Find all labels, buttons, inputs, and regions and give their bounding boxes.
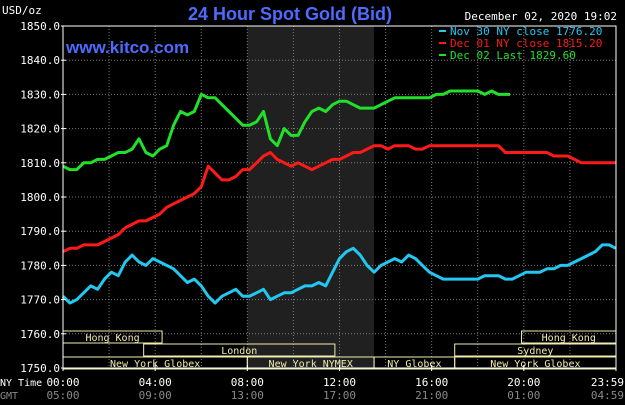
series-line-1 <box>62 144 616 254</box>
y-unit-label: USD/oz <box>2 4 42 17</box>
session-label: Hong Kong <box>85 333 139 344</box>
x-tick-label-gmt: 09:00 <box>139 389 172 402</box>
timestamp: December 02, 2020 19:02 <box>465 10 617 23</box>
session-box <box>143 343 336 357</box>
session-label: NY Globex <box>387 359 441 370</box>
x-tick-label-gmt: 04:59 <box>591 389 624 402</box>
legend-entry: Nov 30 NY close 1776.20 <box>450 25 602 38</box>
x-tick-label-gmt: 01:00 <box>507 389 540 402</box>
series-line-0 <box>61 243 617 305</box>
x-tick-label-ny: 00:00 <box>46 376 79 389</box>
y-tick-label: 1830.0 <box>20 88 60 101</box>
y-tick-label: 1850.0 <box>20 20 60 33</box>
x-row-label-ny: NY Time <box>0 378 42 389</box>
y-tick-label: 1810.0 <box>20 157 60 170</box>
x-tick-label-ny: 08:00 <box>231 376 264 389</box>
legend-entry: Dec 02 Last 1829.60 <box>450 49 576 62</box>
y-tick-label: 1800.0 <box>20 191 60 204</box>
session-label: Sydney <box>517 346 553 357</box>
series-line-2 <box>62 89 510 172</box>
session-label: New York Globex <box>110 359 200 370</box>
x-row-label-gmt: GMT <box>0 391 18 402</box>
y-tick-label: 1760.0 <box>20 328 60 341</box>
x-tick-label-ny: 23:59 <box>591 376 624 389</box>
session-label: New York NYMEX <box>269 359 353 370</box>
y-tick-label: 1770.0 <box>20 294 60 307</box>
x-tick-label-gmt: 05:00 <box>46 389 79 402</box>
y-tick-label: 1750.0 <box>20 362 60 375</box>
session-label: Hong Kong <box>542 333 596 344</box>
x-tick-label-gmt: 13:00 <box>231 389 264 402</box>
y-tick-label: 1840.0 <box>20 54 60 67</box>
session-label: New York Globex <box>490 359 580 370</box>
session-label: London <box>221 346 257 357</box>
y-tick-label: 1790.0 <box>20 225 60 238</box>
x-tick-label-ny: 04:00 <box>139 376 172 389</box>
watermark-text: www.kitco.com <box>65 38 189 57</box>
y-tick-label: 1820.0 <box>20 123 60 136</box>
x-tick-label-gmt: 17:00 <box>323 389 356 402</box>
x-tick-label-ny: 12:00 <box>323 376 356 389</box>
x-tick-label-ny: 20:00 <box>507 376 540 389</box>
chart-title: 24 Hour Spot Gold (Bid) <box>188 4 392 24</box>
y-tick-label: 1780.0 <box>20 259 60 272</box>
trading-band <box>247 26 375 368</box>
legend-entry: Dec 01 NY close 1815.20 <box>450 37 602 50</box>
x-tick-label-gmt: 21:00 <box>415 389 448 402</box>
x-tick-label-ny: 16:00 <box>415 376 448 389</box>
